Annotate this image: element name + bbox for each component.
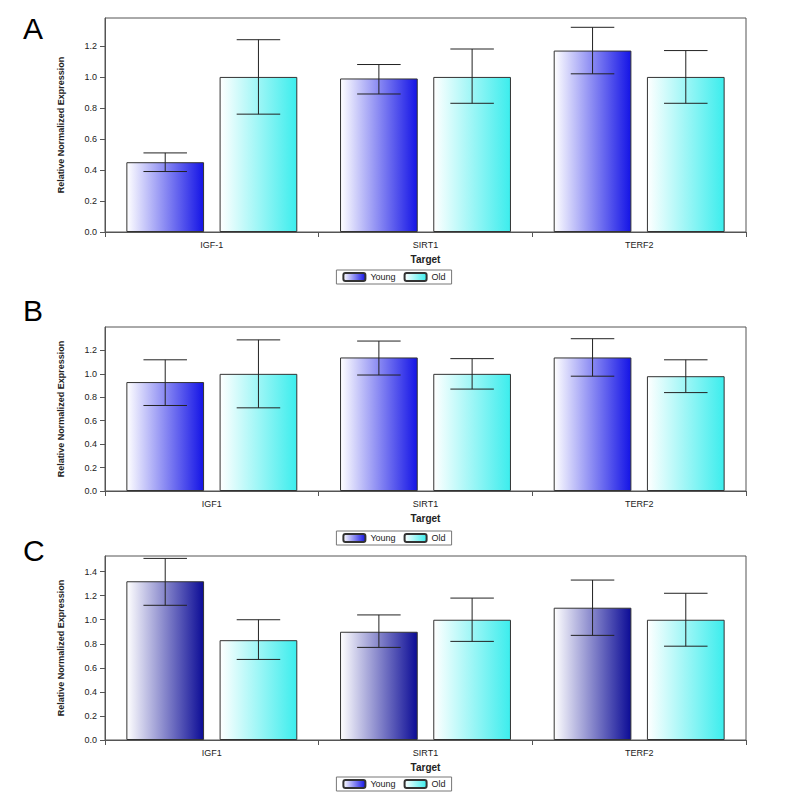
svg-text:Relative Normalized Expression: Relative Normalized Expression bbox=[56, 341, 66, 478]
svg-text:B: B bbox=[23, 294, 43, 327]
svg-text:0.6: 0.6 bbox=[84, 663, 97, 673]
svg-text:A: A bbox=[23, 12, 43, 45]
svg-text:0.2: 0.2 bbox=[84, 196, 97, 206]
svg-text:0.8: 0.8 bbox=[84, 392, 97, 402]
svg-text:0.6: 0.6 bbox=[84, 134, 97, 144]
svg-text:TERF2: TERF2 bbox=[625, 499, 654, 509]
svg-text:Old: Old bbox=[432, 779, 446, 789]
svg-text:0.4: 0.4 bbox=[84, 687, 97, 697]
svg-text:TERF2: TERF2 bbox=[625, 748, 654, 758]
svg-text:SIRT1: SIRT1 bbox=[413, 499, 438, 509]
svg-text:1.0: 1.0 bbox=[84, 369, 97, 379]
svg-text:Relative Normalized Expression: Relative Normalized Expression bbox=[56, 57, 66, 194]
svg-text:C: C bbox=[23, 534, 45, 567]
svg-text:Old: Old bbox=[432, 533, 446, 543]
svg-text:0.4: 0.4 bbox=[84, 165, 97, 175]
svg-text:IGF1: IGF1 bbox=[202, 499, 222, 509]
svg-text:SIRT1: SIRT1 bbox=[413, 240, 438, 250]
svg-text:Young: Young bbox=[370, 533, 395, 543]
svg-text:0.8: 0.8 bbox=[84, 639, 97, 649]
svg-text:1.4: 1.4 bbox=[84, 567, 97, 577]
svg-text:0.0: 0.0 bbox=[84, 486, 97, 496]
svg-text:0.0: 0.0 bbox=[84, 227, 97, 237]
svg-text:1.2: 1.2 bbox=[84, 591, 97, 601]
svg-text:1.0: 1.0 bbox=[84, 72, 97, 82]
svg-text:Target: Target bbox=[411, 254, 441, 265]
svg-text:1.2: 1.2 bbox=[84, 41, 97, 51]
svg-text:Target: Target bbox=[411, 513, 441, 524]
svg-text:TERF2: TERF2 bbox=[625, 240, 654, 250]
svg-text:0.4: 0.4 bbox=[84, 439, 97, 449]
svg-text:Young: Young bbox=[370, 272, 395, 282]
svg-text:IGF1: IGF1 bbox=[202, 748, 222, 758]
svg-text:0.2: 0.2 bbox=[84, 711, 97, 721]
svg-text:1.0: 1.0 bbox=[84, 615, 97, 625]
svg-text:Young: Young bbox=[370, 779, 395, 789]
svg-text:0.6: 0.6 bbox=[84, 416, 97, 426]
svg-text:1.2: 1.2 bbox=[84, 345, 97, 355]
svg-text:0.0: 0.0 bbox=[84, 735, 97, 745]
svg-text:Target: Target bbox=[411, 762, 441, 773]
svg-text:0.2: 0.2 bbox=[84, 463, 97, 473]
svg-text:Old: Old bbox=[432, 272, 446, 282]
svg-text:Relative Normalized Expression: Relative Normalized Expression bbox=[56, 580, 66, 717]
svg-text:IGF-1: IGF-1 bbox=[200, 240, 223, 250]
svg-text:SIRT1: SIRT1 bbox=[413, 748, 438, 758]
svg-text:0.8: 0.8 bbox=[84, 103, 97, 113]
